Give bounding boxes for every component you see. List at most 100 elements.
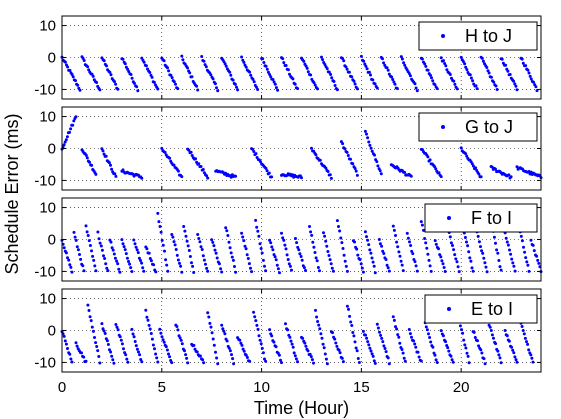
data-point — [371, 260, 375, 264]
data-point — [63, 339, 67, 343]
data-point — [87, 239, 91, 243]
data-point — [111, 248, 115, 252]
data-point — [115, 325, 119, 329]
legend-box — [418, 112, 538, 142]
data-point — [521, 329, 525, 332]
data-point — [278, 271, 281, 275]
data-point — [375, 322, 379, 326]
data-point — [64, 342, 68, 346]
data-point — [469, 76, 473, 80]
data-series — [60, 211, 543, 275]
data-point — [267, 171, 271, 175]
data-point — [350, 324, 354, 327]
data-point — [108, 348, 111, 352]
data-point — [342, 253, 346, 257]
data-point — [273, 82, 277, 86]
data-point — [225, 229, 229, 233]
data-point — [396, 333, 400, 337]
data-point — [146, 318, 150, 322]
data-point — [206, 269, 210, 273]
data-point — [303, 341, 307, 345]
data-point — [258, 242, 262, 246]
data-point — [174, 248, 178, 251]
data-point — [204, 262, 207, 266]
data-point — [482, 357, 486, 361]
data-point — [186, 361, 190, 365]
data-point — [293, 354, 297, 358]
data-point — [395, 327, 399, 331]
data-point — [93, 336, 96, 339]
data-point — [99, 244, 103, 248]
data-point — [503, 329, 507, 332]
data-point — [349, 320, 353, 324]
data-point — [291, 77, 295, 81]
data-point — [512, 264, 516, 268]
data-point — [439, 329, 443, 333]
data-point — [459, 55, 463, 59]
data-point — [213, 82, 217, 86]
data-point — [443, 270, 447, 273]
data-point — [250, 270, 254, 274]
data-point — [434, 358, 438, 362]
data-point — [464, 152, 468, 156]
data-point — [98, 241, 102, 245]
data-point — [227, 346, 231, 350]
legend-marker — [441, 34, 445, 38]
data-point — [360, 266, 364, 270]
data-point — [205, 266, 209, 270]
data-point — [121, 57, 125, 61]
data-point — [511, 261, 515, 265]
data-point — [252, 150, 256, 153]
data-point — [68, 68, 72, 72]
data-point — [400, 57, 404, 61]
data-point — [163, 150, 167, 154]
data-point — [468, 256, 472, 260]
data-point — [531, 243, 535, 247]
data-point — [464, 346, 468, 350]
data-point — [167, 352, 170, 356]
data-point — [390, 75, 394, 79]
data-series — [60, 303, 535, 366]
data-point — [141, 266, 145, 270]
data-point — [183, 349, 186, 353]
data-point — [440, 259, 444, 263]
data-point — [376, 164, 380, 168]
data-point — [159, 230, 163, 234]
data-point — [109, 73, 113, 77]
data-point — [158, 327, 162, 331]
data-point — [229, 73, 233, 77]
data-point — [110, 246, 114, 250]
data-point — [152, 80, 156, 84]
data-point — [466, 354, 470, 358]
data-point — [186, 66, 189, 70]
data-point — [296, 87, 299, 90]
data-point — [252, 80, 256, 84]
data-point — [140, 360, 144, 364]
data-point — [327, 254, 331, 257]
data-point — [496, 251, 500, 255]
legend-label: G to J — [465, 117, 513, 137]
data-point — [112, 252, 116, 256]
data-point — [369, 146, 373, 150]
data-point — [376, 326, 380, 330]
data-point — [428, 264, 432, 268]
data-point — [382, 61, 386, 65]
data-point — [448, 235, 452, 239]
data-point — [365, 336, 369, 340]
data-point — [513, 82, 517, 86]
data-point — [176, 328, 180, 332]
data-point — [275, 263, 279, 267]
data-point — [174, 82, 177, 86]
data-point — [78, 253, 81, 256]
data-point — [488, 325, 492, 329]
data-point — [354, 346, 358, 350]
data-point — [458, 324, 462, 328]
data-point — [338, 229, 342, 233]
data-point — [222, 329, 226, 333]
data-point — [384, 258, 388, 261]
data-point — [369, 73, 372, 77]
data-point — [321, 342, 325, 346]
data-point — [403, 63, 407, 67]
data-point — [140, 56, 144, 60]
